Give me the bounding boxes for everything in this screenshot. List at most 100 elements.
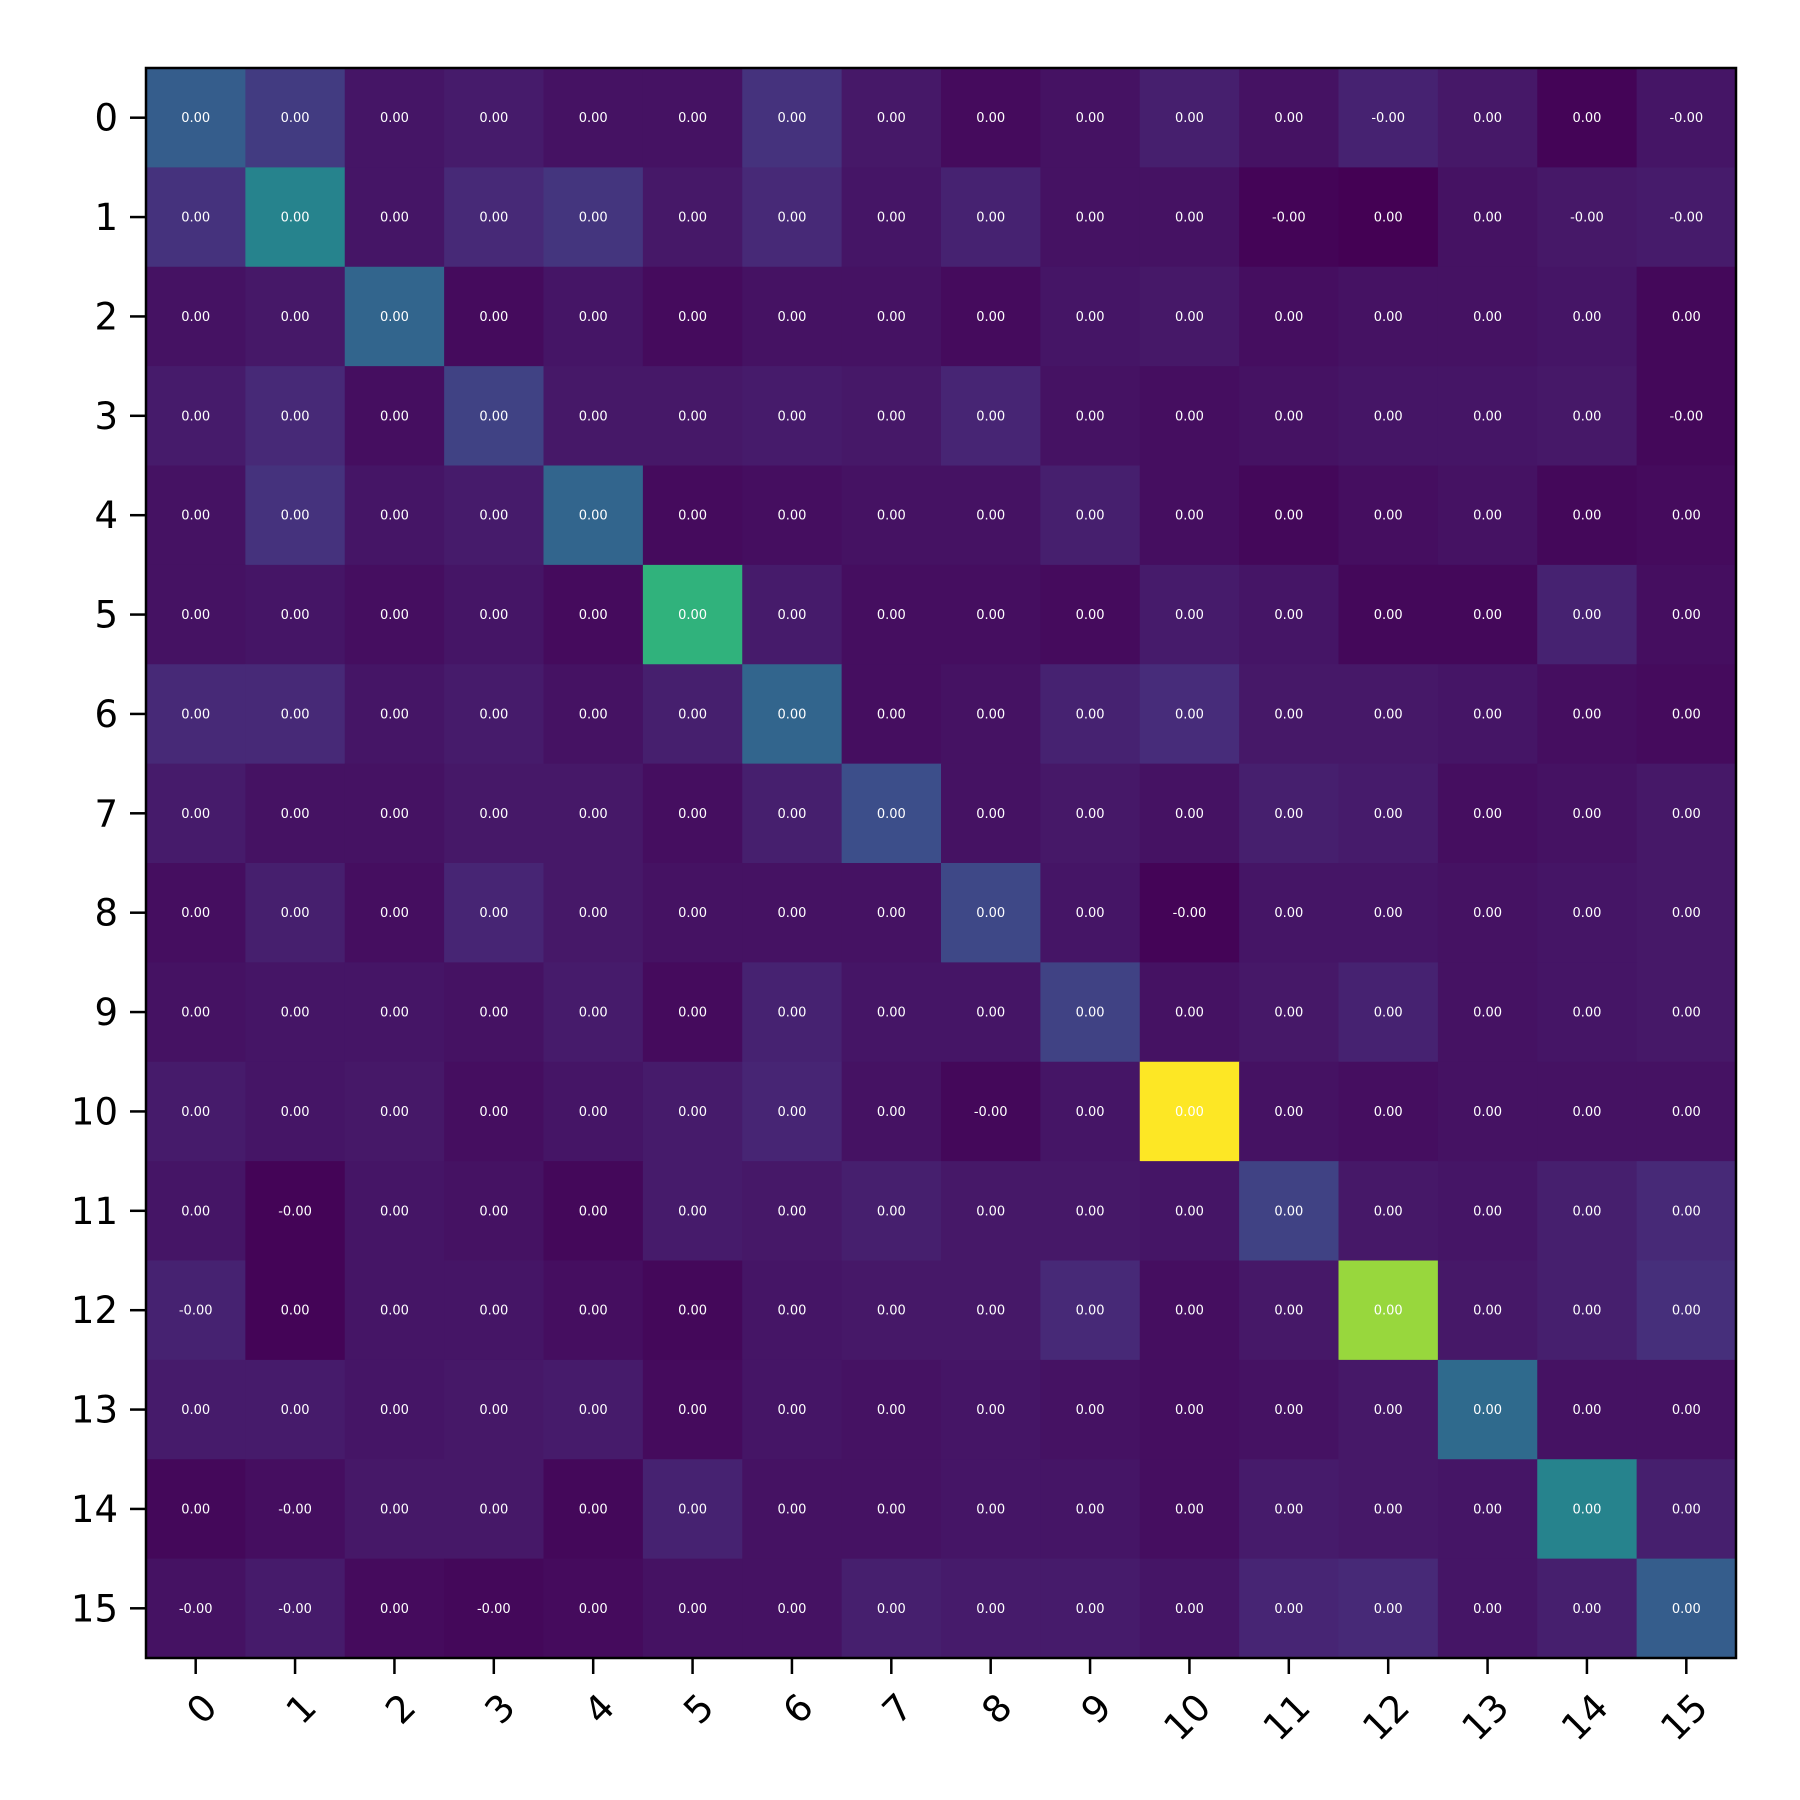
heatmap-cell-r0-c10 [1139,68,1240,168]
cell-value-label: 0.00 [877,906,906,921]
cell-value-label: 0.00 [281,906,310,921]
heatmap-cell-r13-c13 [1437,1359,1538,1460]
heatmap-cell-r15-c12 [1338,1558,1439,1659]
heatmap-cell-r4-c2 [344,465,445,566]
cell-value-label: 0.00 [181,1204,210,1219]
heatmap-cell-r2-c4 [543,266,644,367]
cell-value-label: 0.00 [976,1602,1005,1617]
heatmap-cell-r12-c14 [1537,1260,1638,1361]
heatmap-cell-r11-c10 [1139,1161,1240,1262]
heatmap-cell-r10-c0 [146,1061,246,1162]
heatmap-cell-r5-c2 [344,564,445,665]
cell-value-label: 0.00 [181,608,210,623]
heatmap-cell-r10-c3 [444,1061,545,1162]
y-tick-label: 5 [94,594,118,637]
heatmap-cell-r15-c11 [1239,1558,1340,1659]
cell-value-label: 0.00 [877,1403,906,1418]
cell-value-label: 0.00 [1473,111,1502,126]
cell-value-label: 0.00 [1274,310,1303,325]
heatmap-cell-r5-c7 [841,564,942,665]
heatmap-cell-r12-c10 [1139,1260,1240,1361]
cell-value-label: 0.00 [1175,409,1204,424]
cell-value-label: 0.00 [777,906,806,921]
heatmap-cell-r7-c7 [841,763,942,864]
heatmap-cell-r6-c15 [1636,664,1737,765]
heatmap-cell-r1-c0 [146,167,246,268]
heatmap-cell-r0-c6 [742,68,843,168]
cell-value-label: 0.00 [877,409,906,424]
heatmap-cell-r13-c11 [1239,1359,1340,1460]
heatmap-cell-r1-c8 [941,167,1041,268]
cell-value-label: 0.00 [1572,1602,1601,1617]
cell-value-label: 0.00 [678,1006,707,1021]
heatmap-cell-r9-c5 [642,962,743,1063]
cell-value-label: 0.00 [1473,906,1502,921]
heatmap-cell-r3-c3 [444,366,545,467]
cell-value-label: 0.00 [579,1304,608,1319]
cell-value-label: 0.00 [479,1105,508,1120]
cell-value-label: 0.00 [678,211,707,226]
heatmap-cell-r2-c0 [146,266,246,367]
heatmap-cell-r0-c13 [1437,68,1538,168]
heatmap-cell-r15-c6 [742,1558,843,1659]
heatmap-cell-r3-c6 [742,366,843,467]
heatmap-cell-r10-c14 [1537,1061,1638,1162]
heatmap-cell-r2-c9 [1040,266,1141,367]
cell-value-label: 0.00 [1572,1105,1601,1120]
heatmap-cell-r12-c11 [1239,1260,1340,1361]
cell-value-label: 0.00 [281,608,310,623]
cell-value-label: 0.00 [678,1204,707,1219]
cell-value-label: 0.00 [479,1204,508,1219]
heatmap-cell-r1-c10 [1139,167,1240,268]
cell-value-label: 0.00 [678,310,707,325]
heatmap-cell-r6-c7 [841,664,942,765]
heatmap-cell-r9-c9 [1040,962,1141,1063]
heatmap-cell-r2-c12 [1338,266,1439,367]
cell-value-label: 0.00 [1175,1502,1204,1517]
cell-value-label: 0.00 [579,906,608,921]
heatmap-cell-r4-c13 [1437,465,1538,566]
cell-value-label: 0.00 [1473,707,1502,722]
y-tick-label: 7 [94,792,118,835]
heatmap-cell-r1-c7 [841,167,942,268]
cell-value-label: 0.00 [1076,111,1105,126]
heatmap-cell-r3-c13 [1437,366,1538,467]
heatmap-cell-r4-c12 [1338,465,1439,566]
cell-value-label: 0.00 [380,807,409,822]
heatmap-cell-r10-c13 [1437,1061,1538,1162]
cell-value-label: 0.00 [1473,310,1502,325]
cell-value-label: 0.00 [1274,1602,1303,1617]
heatmap-cell-r4-c10 [1139,465,1240,566]
heatmap-cell-r14-c9 [1040,1459,1141,1560]
cell-value-label: 0.00 [678,1403,707,1418]
y-tick-label: 4 [94,494,118,537]
cell-value-label: 0.00 [1572,1204,1601,1219]
cell-value-label: 0.00 [777,211,806,226]
heatmap-cell-r14-c3 [444,1459,545,1560]
heatmap-cell-r6-c14 [1537,664,1638,765]
cell-value-label: 0.00 [1374,1304,1403,1319]
cell-value-label: 0.00 [877,111,906,126]
heatmap-cell-r7-c11 [1239,763,1340,864]
cell-value-label: 0.00 [1274,807,1303,822]
cell-value-label: 0.00 [1175,707,1204,722]
cell-value-label: 0.00 [1572,1006,1601,1021]
cell-value-label: 0.00 [1076,310,1105,325]
cell-value-label: 0.00 [777,310,806,325]
cell-value-label: 0.00 [579,707,608,722]
heatmap-cell-r11-c11 [1239,1161,1340,1262]
cell-value-label: 0.00 [777,1502,806,1517]
heatmap-cell-r7-c9 [1040,763,1141,864]
y-tick-label: 2 [94,295,118,338]
heatmap-cell-r10-c7 [841,1061,942,1162]
heatmap-cell-r10-c1 [245,1061,346,1162]
cell-value-label: 0.00 [777,608,806,623]
heatmap-cell-r6-c0 [146,664,246,765]
heatmap-cell-r5-c8 [941,564,1041,665]
cell-value-label: 0.00 [579,1502,608,1517]
cell-value-label: 0.00 [380,1304,409,1319]
heatmap-cell-r3-c1 [245,366,346,467]
cell-value-label: 0.00 [479,608,508,623]
heatmap-cell-r7-c13 [1437,763,1538,864]
